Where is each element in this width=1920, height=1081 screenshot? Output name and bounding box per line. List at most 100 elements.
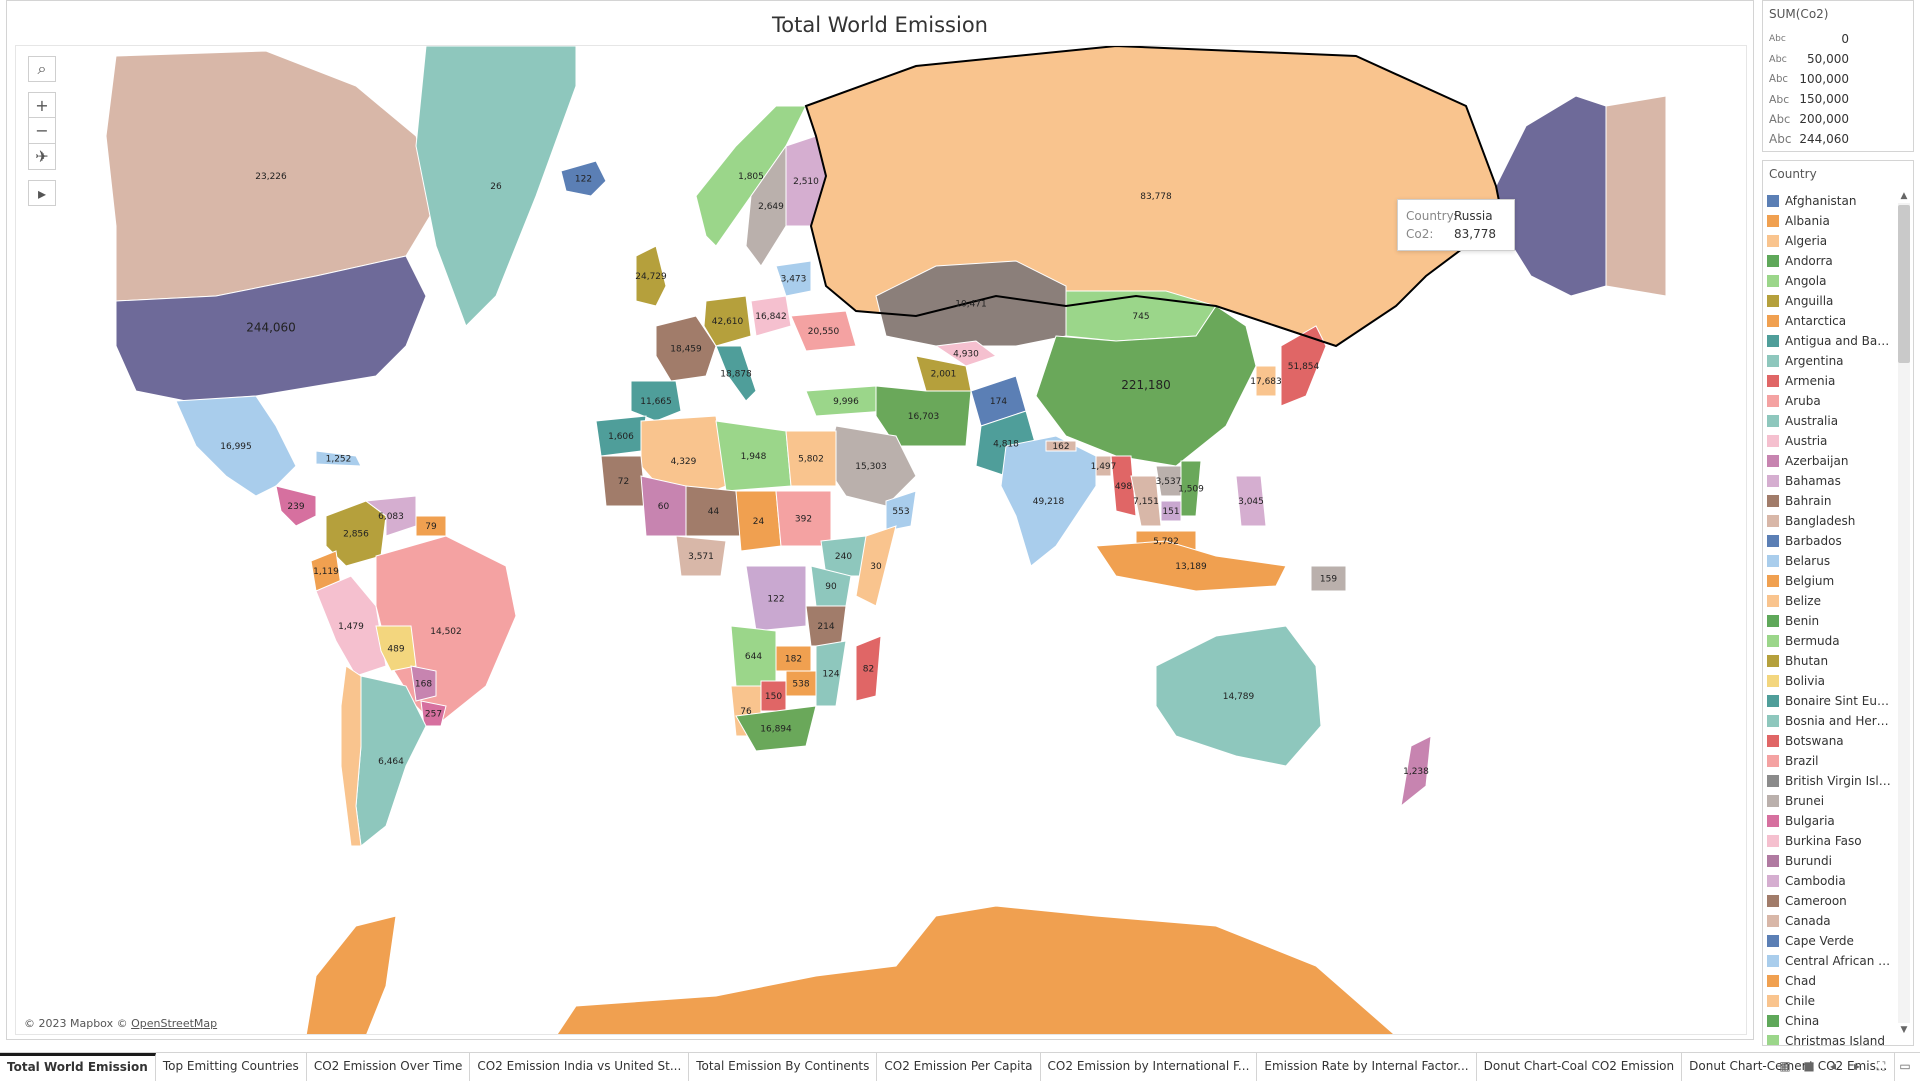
region-vietnam[interactable] [1180,460,1202,517]
tab-emission-rate-internal[interactable]: Emission Rate by Internal Factor... [1257,1053,1477,1081]
legend-item[interactable]: Canada [1767,911,1895,931]
region-iran[interactable] [875,385,972,447]
scroll-thumb[interactable] [1898,205,1910,363]
tab-co2-by-international[interactable]: CO2 Emission by International F... [1041,1053,1258,1081]
legend-item[interactable]: Christmas Island [1767,1031,1895,1045]
region-cuba[interactable] [315,450,362,467]
region-venezuela[interactable] [364,495,417,537]
legend-item[interactable]: British Virgin Isla.. [1767,771,1895,791]
region-uzbek[interactable] [934,340,998,367]
legend-item[interactable]: Cape Verde [1767,931,1895,951]
world-map-canvas[interactable]: 23,226 244,060 16,995 239 1,252 26 122 2,856 6,0… [16,46,1747,1035]
legend-item[interactable]: Bermuda [1767,631,1895,651]
tab-co2-per-capita[interactable]: CO2 Emission Per Capita [877,1053,1041,1081]
pin-icon[interactable]: ✈ [28,144,56,170]
region-korea[interactable] [1255,365,1277,397]
region-italy[interactable] [715,345,757,402]
region-uk[interactable] [635,245,667,307]
region-antarctica[interactable] [556,905,1396,1035]
tab-total-world-emission[interactable]: Total World Emission [0,1053,156,1081]
legend-item[interactable]: Afghanistan [1767,191,1895,211]
legend-item[interactable]: Chad [1767,971,1895,991]
scroll-up-icon[interactable]: ▲ [1900,191,1908,201]
legend-item[interactable]: Cambodia [1767,871,1895,891]
legend-item[interactable]: Algeria [1767,231,1895,251]
tab-co2-india-vs-us[interactable]: CO2 Emission India vs United St... [470,1053,690,1081]
region-thailand[interactable] [1130,475,1162,527]
legend-item[interactable]: Austria [1767,431,1895,451]
region-spain[interactable] [630,380,682,422]
scroll-track[interactable] [1898,203,1910,1023]
legend-item[interactable]: Bahamas [1767,471,1895,491]
region-chile[interactable] [340,665,362,847]
legend-item[interactable]: Bangladesh [1767,511,1895,531]
region-china[interactable] [1035,305,1257,467]
legend-item[interactable]: Albania [1767,211,1895,231]
region-paraguay[interactable] [410,665,437,702]
map-search-icon[interactable]: ⌕ [28,56,56,82]
region-drc[interactable] [745,565,807,632]
legend-item[interactable]: Azerbaijan [1767,451,1895,471]
region-somalia[interactable] [855,525,897,607]
legend-item[interactable]: Antigua and Barb.. [1767,331,1895,351]
legend-item[interactable]: Barbados [1767,531,1895,551]
legend-item[interactable]: Andorra [1767,251,1895,271]
region-baltics[interactable] [775,260,812,297]
region-png[interactable] [1310,565,1347,592]
tab-co2-emission-over-time[interactable]: CO2 Emission Over Time [307,1053,471,1081]
legend-item[interactable]: Belarus [1767,551,1895,571]
osm-link[interactable]: OpenStreetMap [131,1017,218,1030]
region-bolivia[interactable] [375,625,417,672]
world-map[interactable]: 23,226 244,060 16,995 239 1,252 26 122 2,856 6,0… [15,45,1747,1035]
fullscreen-icon[interactable]: ⛶ [1876,1059,1886,1073]
next-sheet-icon[interactable]: ▸ [1853,1059,1861,1073]
legend-item[interactable]: Argentina [1767,351,1895,371]
legend-item[interactable]: Bahrain [1767,491,1895,511]
legend-item[interactable]: Bolivia [1767,671,1895,691]
legend-item[interactable]: Anguilla [1767,291,1895,311]
region-japan[interactable] [1280,325,1327,407]
region-germany[interactable] [703,295,752,347]
legend-item[interactable]: Belgium [1767,571,1895,591]
prev-sheet-icon[interactable]: ◂ [1829,1059,1837,1073]
legend-item[interactable]: Cameroon [1767,891,1895,911]
tab-donut-coal[interactable]: Donut Chart-Coal CO2 Emission [1477,1053,1683,1081]
scroll-down-icon[interactable]: ▼ [1900,1025,1908,1035]
region-iceland[interactable] [560,160,607,197]
filmstrip-icon[interactable]: ■ [1803,1059,1815,1073]
legend-item[interactable]: Aruba [1767,391,1895,411]
region-australia[interactable] [1155,625,1322,767]
region-nepal[interactable] [1045,440,1077,452]
tab-top-emitting-countries[interactable]: Top Emitting Countries [156,1053,307,1081]
legend-item[interactable]: Burkina Faso [1767,831,1895,851]
region-south-africa[interactable] [735,705,817,752]
region-madagascar[interactable] [855,635,882,702]
legend-item[interactable]: Brunei [1767,791,1895,811]
region-ukraine[interactable] [790,310,857,352]
legend-item[interactable]: Bulgaria [1767,811,1895,831]
tab-total-emission-by-continents[interactable]: Total Emission By Continents [689,1053,878,1081]
region-cambodia[interactable] [1160,500,1182,522]
region-uruguay[interactable] [420,700,447,727]
legend-scrollbar[interactable]: ▲ ▼ [1897,189,1911,1041]
expand-arrow-icon[interactable]: ▸ [28,180,56,206]
region-philippines[interactable] [1235,475,1267,527]
legend-item[interactable]: Bosnia and Herze.. [1767,711,1895,731]
zoom-out-button[interactable]: − [28,118,56,144]
zoom-in-button[interactable]: + [28,92,56,118]
region-indonesia[interactable] [1095,540,1287,592]
legend-item[interactable]: Armenia [1767,371,1895,391]
region-egypt[interactable] [785,430,837,487]
region-peru[interactable] [315,575,387,677]
region-usa[interactable] [115,255,427,402]
present-icon[interactable]: ▭ [1899,1059,1911,1073]
legend-item[interactable]: Australia [1767,411,1895,431]
tab-donut-cement[interactable]: Donut Chart-Cement CO2 Emis... [1682,1053,1896,1081]
grid-view-icon[interactable]: ▦ [1779,1059,1791,1073]
region-canada-east[interactable] [1605,95,1667,297]
legend-item[interactable]: Burundi [1767,851,1895,871]
region-myanmar[interactable] [1110,455,1137,517]
region-central-america[interactable] [275,485,317,527]
region-nigeria[interactable] [675,535,727,577]
region-poland[interactable] [750,295,792,337]
